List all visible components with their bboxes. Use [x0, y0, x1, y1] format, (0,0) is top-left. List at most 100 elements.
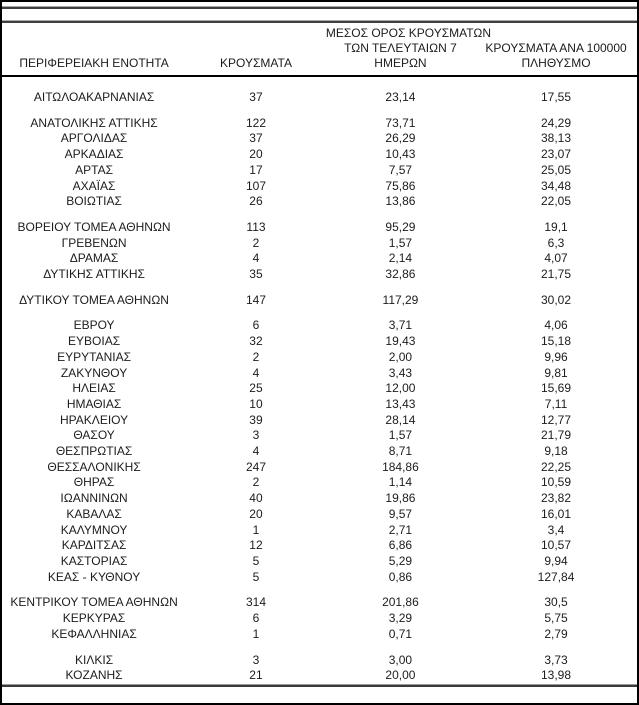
cell-region: ΘΕΣΠΡΩΤΙΑΣ	[55, 444, 133, 459]
cell-cases: 4	[252, 444, 260, 459]
cell-region: ΚΑΣΤΟΡΙΑΣ	[60, 553, 128, 568]
cell-cases: 26	[249, 194, 263, 209]
cell-region: ΑΝΑΤΟΛΙΚΗΣ ΑΤΤΙΚΗΣ	[30, 115, 158, 130]
cell-cases: 17	[249, 162, 263, 177]
cell-per100k: 15,18	[541, 334, 572, 349]
cell-per100k: 19,1	[544, 219, 568, 234]
table-row: ΗΛΕΙΑΣ 25 12,00 15,69	[2, 381, 637, 397]
cell-per100k: 7,11	[544, 396, 568, 411]
cell-region: ΚΙΛΚΙΣ	[75, 652, 114, 667]
cell-region: ΑΙΤΩΛΟΑΚΑΡΝΑΝΙΑΣ	[33, 90, 155, 104]
cell-avg7: 0,86	[388, 569, 413, 584]
cell-avg7: 6,86	[388, 538, 413, 553]
cell-avg7: 19,43	[385, 334, 416, 349]
cell-per100k: 3,73	[544, 652, 568, 667]
table-row: ΚΙΛΚΙΣ 3 3,00 3,73	[2, 643, 637, 669]
cell-per100k: 9,81	[544, 365, 568, 380]
cell-per100k: 6,3	[547, 235, 565, 250]
table-row: ΑΧΑΪΑΣ 107 75,86 34,48	[2, 179, 637, 195]
cell-avg7: 3,71	[388, 318, 413, 333]
cell-per100k: 4,07	[544, 251, 568, 266]
cell-region: ΔΥΤΙΚΟΥ ΤΟΜΕΑ ΑΘΗΝΩΝ	[19, 292, 169, 307]
table-body: ΑΙΤΩΛΟΑΚΑΡΝΑΝΙΑΣ 37 23,14 17,55 ΑΝΑΤΟΛΙΚΗΣ Α…	[2, 76, 637, 684]
cell-per100k: 22,25	[541, 459, 572, 474]
cell-avg7: 19,86	[385, 491, 416, 506]
cell-cases: 5	[252, 553, 260, 568]
cell-per100k: 2,79	[544, 626, 568, 641]
cell-region: ΙΩΑΝΝΙΝΩΝ	[60, 491, 128, 506]
col-header-avg-7-days: ΜΕΣΟΣ ΟΡΟΣ ΚΡΟΥΣΜΑΤΩΝ ΤΩΝ ΤΕΛΕΥΤΑΙΩΝ 7 Η…	[325, 23, 491, 77]
table-row: ΒΟΡΕΙΟΥ ΤΟΜΕΑ ΑΘΗΝΩΝ 113 95,29 19,1	[2, 210, 637, 236]
cell-region: ΑΧΑΪΑΣ	[72, 178, 116, 193]
table-row: ΚΕΝΤΡΙΚΟΥ ΤΟΜΕΑ ΑΘΗΝΩΝ 314 201,86 30,5	[2, 585, 637, 611]
cell-region: ΚΕΑΣ - ΚΥΘΝΟΥ	[47, 569, 141, 584]
table-row: ΚΕΦΑΛΛΗΝΙΑΣ 1 0,71 2,79	[2, 627, 637, 643]
cell-cases: 21	[249, 668, 263, 683]
cell-per100k: 3,4	[547, 522, 565, 537]
cell-cases: 107	[245, 178, 266, 193]
cell-avg7: 1,57	[388, 235, 413, 250]
cell-region: ΓΡΕΒΕΝΩΝ	[61, 235, 127, 250]
table-row: ΓΡΕΒΕΝΩΝ 2 1,57 6,3	[2, 236, 637, 252]
table-row: ΖΑΚΥΝΘΟΥ 4 3,43 9,81	[2, 366, 637, 382]
cell-avg7: 2,14	[388, 251, 413, 266]
table-row: ΚΑΡΔΙΤΣΑΣ 12 6,86 10,57	[2, 538, 637, 554]
table-row: ΙΩΑΝΝΙΝΩΝ 40 19,86 23,82	[2, 491, 637, 507]
col-header-cases-label: ΚΡΟΥΣΜΑΤΑ	[220, 56, 292, 70]
cell-region: ΘΗΡΑΣ	[73, 475, 115, 490]
cell-avg7: 28,14	[385, 412, 416, 427]
table-row: ΕΒΡΟΥ 6 3,71 4,06	[2, 308, 637, 334]
cell-region: ΑΡΓΟΛΙΔΑΣ	[60, 131, 128, 146]
bottom-double-rule	[2, 683, 637, 687]
cell-region: ΖΑΚΥΝΘΟΥ	[60, 365, 128, 380]
cell-per100k: 15,69	[541, 381, 572, 396]
table-row: ΔΡΑΜΑΣ 4 2,14 4,07	[2, 251, 637, 267]
cell-cases: 20	[249, 506, 263, 521]
col-header-cases-per-100000: ΚΡΟΥΣΜΑΤΑ ΑΝΑ 100000 ΠΛΗΘΥΣΜΟ	[475, 23, 637, 77]
cell-avg7: 201,86	[382, 595, 419, 610]
cell-region: ΒΟΡΕΙΟΥ ΤΟΜΕΑ ΑΘΗΝΩΝ	[17, 219, 171, 234]
cell-region: ΗΜΑΘΙΑΣ	[66, 396, 122, 411]
cell-avg7: 0,71	[388, 626, 413, 641]
cell-cases: 3	[252, 428, 260, 443]
table-row: ΔΥΤΙΚΟΥ ΤΟΜΕΑ ΑΘΗΝΩΝ 147 117,29 30,02	[2, 283, 637, 309]
cell-cases: 35	[249, 267, 263, 282]
cell-avg7: 20,00	[385, 668, 416, 683]
cell-avg7: 8,71	[388, 444, 413, 459]
cell-per100k: 9,96	[544, 349, 568, 364]
cell-cases: 25	[249, 381, 263, 396]
cell-per100k: 16,01	[541, 506, 572, 521]
table-row: ΔΥΤΙΚΗΣ ΑΤΤΙΚΗΣ 35 32,86 21,75	[2, 267, 637, 283]
cell-region: ΑΡΚΑΔΙΑΣ	[64, 147, 124, 162]
top-rule-upper	[2, 6, 637, 9]
cell-cases: 32	[249, 334, 263, 349]
cell-per100k: 24,29	[541, 115, 572, 130]
cell-cases: 6	[252, 318, 260, 333]
cell-avg7: 12,00	[385, 381, 416, 396]
cell-cases: 4	[252, 365, 260, 380]
cell-region: ΔΥΤΙΚΗΣ ΑΤΤΙΚΗΣ	[43, 267, 145, 282]
cell-cases: 37	[249, 90, 263, 104]
cell-per100k: 4,06	[544, 318, 568, 333]
table-header-row: ΠΕΡΙΦΕΡΕΙΑΚΗ ΕΝΟΤΗΤΑ ΚΡΟΥΣΜΑΤΑ ΜΕΣΟΣ ΟΡΟ…	[2, 23, 637, 77]
table-row: ΒΟΙΩΤΙΑΣ 26 13,86 22,05	[2, 194, 637, 210]
cell-per100k: 9,94	[544, 553, 568, 568]
cell-avg7: 13,86	[385, 194, 416, 209]
cell-per100k: 30,5	[544, 595, 568, 610]
cell-per100k: 5,75	[544, 611, 568, 626]
top-rule-lower	[2, 20, 637, 23]
cell-cases: 2	[252, 235, 260, 250]
cell-per100k: 38,13	[541, 131, 572, 146]
cell-region: ΚΕΦΑΛΛΗΝΙΑΣ	[51, 626, 137, 641]
table-row: ΚΕΡΚΥΡΑΣ 6 3,29 5,75	[2, 611, 637, 627]
cell-avg7: 3,43	[388, 365, 413, 380]
cell-avg7: 73,71	[385, 115, 416, 130]
col-header-regional-unit: ΠΕΡΙΦΕΡΕΙΑΚΗ ΕΝΟΤΗΤΑ	[2, 23, 187, 77]
cell-region: ΑΡΤΑΣ	[75, 162, 113, 177]
table-row: ΑΡΤΑΣ 17 7,57 25,05	[2, 163, 637, 179]
table-row: ΚΕΑΣ - ΚΥΘΝΟΥ 5 0,86 127,84	[2, 570, 637, 586]
table-row: ΗΜΑΘΙΑΣ 10 13,43 7,11	[2, 397, 637, 413]
cell-per100k: 13,98	[541, 668, 572, 683]
cell-avg7: 1,57	[388, 428, 413, 443]
cell-region: ΚΕΡΚΥΡΑΣ	[62, 611, 126, 626]
